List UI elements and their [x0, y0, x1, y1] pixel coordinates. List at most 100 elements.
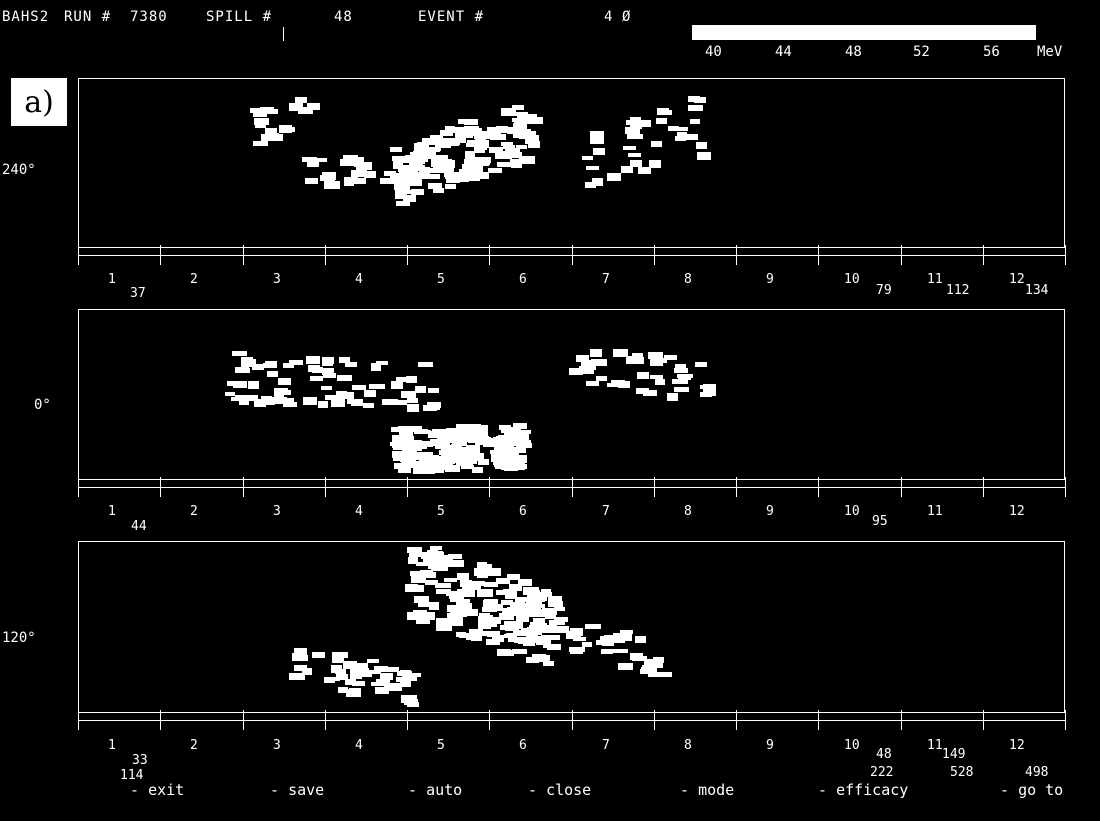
detector-panel-240 — [78, 78, 1065, 248]
hit-block — [455, 127, 471, 133]
hit-block — [456, 599, 470, 605]
hit-block — [525, 138, 539, 144]
hit-block — [398, 426, 412, 430]
hit-block — [390, 173, 403, 180]
hit-block — [528, 141, 540, 148]
menu-close[interactable]: - close — [528, 781, 592, 799]
hit-block — [292, 653, 303, 659]
menu-exit[interactable]: - exit — [130, 781, 185, 799]
hit-block — [364, 390, 376, 397]
hit-block — [507, 152, 522, 158]
hit-block — [303, 397, 317, 405]
hit-block — [425, 580, 438, 585]
hit-block — [456, 424, 469, 429]
hit-block — [410, 445, 422, 451]
hit-block — [302, 157, 317, 162]
menu-mode[interactable]: - mode — [680, 781, 735, 799]
hit-block — [283, 363, 294, 368]
hit-block — [516, 614, 529, 622]
hit-block — [408, 557, 418, 564]
hit-block — [455, 135, 466, 143]
hit-block — [403, 165, 413, 170]
hit-block — [383, 673, 393, 678]
hit-block — [398, 166, 408, 172]
hit-block — [533, 654, 544, 659]
module-number: 8 — [684, 738, 692, 753]
module-number: 8 — [684, 272, 692, 287]
hit-block — [261, 396, 272, 401]
hit-block — [492, 635, 504, 642]
hit-block — [496, 151, 512, 159]
hit-block — [352, 681, 365, 686]
module-number: 10 — [844, 504, 860, 519]
hit-block — [417, 142, 429, 147]
hit-block — [469, 629, 483, 636]
hit-block — [507, 129, 518, 134]
hit-block — [496, 590, 512, 595]
hit-block — [459, 429, 473, 434]
module-tick — [572, 245, 573, 265]
hit-block — [694, 97, 706, 103]
module-tick — [78, 245, 79, 265]
menu-save[interactable]: - save — [270, 781, 325, 799]
hit-block — [460, 582, 475, 587]
hit-block — [390, 147, 402, 152]
module-number: 3 — [273, 272, 281, 287]
hit-block — [585, 182, 596, 188]
hit-block — [437, 435, 450, 441]
hit-block — [284, 398, 294, 403]
hit-block — [499, 650, 514, 656]
hit-block — [235, 395, 251, 400]
hit-block — [493, 437, 508, 445]
hit-block — [401, 391, 416, 398]
module-tick — [901, 477, 902, 497]
module-tick — [325, 710, 326, 730]
hit-block — [593, 148, 605, 155]
hit-block — [345, 362, 357, 367]
module-number: 11 — [927, 738, 943, 753]
module-tick — [489, 245, 490, 265]
hit-block — [535, 636, 550, 643]
scale-tick-label: 44 — [775, 44, 792, 60]
hit-block — [491, 454, 501, 460]
module-number: 4 — [355, 504, 363, 519]
hit-block — [411, 440, 422, 446]
scale-tick-label: 52 — [913, 44, 930, 60]
hit-block — [530, 622, 540, 630]
hit-block — [350, 673, 362, 679]
hit-block — [397, 671, 412, 676]
hit-block — [439, 622, 451, 630]
hit-block — [283, 402, 297, 407]
module-number: 3 — [273, 504, 281, 519]
hit-block — [485, 568, 501, 576]
hit-block — [445, 139, 460, 145]
hit-block — [548, 596, 562, 601]
hit-block — [445, 465, 460, 472]
hit-block — [481, 631, 496, 636]
hit-block — [490, 134, 506, 140]
module-number: 7 — [602, 504, 610, 519]
menu-efficacy[interactable]: - efficacy — [818, 781, 909, 799]
hit-block — [534, 623, 547, 628]
hit-block — [668, 126, 679, 131]
module-number: 6 — [519, 272, 527, 287]
detector-panel-0 — [78, 309, 1065, 480]
module-count: 222 — [870, 765, 894, 780]
hit-block — [436, 440, 449, 446]
menu-go-to[interactable]: - go to — [1000, 781, 1064, 799]
hit-block — [430, 546, 442, 550]
hit-block — [252, 364, 264, 370]
module-number: 5 — [437, 504, 445, 519]
hit-block — [302, 668, 312, 675]
hit-block — [371, 363, 381, 371]
hit-block — [452, 560, 464, 567]
hit-block — [450, 452, 462, 457]
hit-block — [446, 175, 460, 183]
menu-auto[interactable]: - auto — [408, 781, 463, 799]
hit-block — [457, 177, 469, 182]
hit-block — [653, 657, 664, 663]
hit-block — [515, 597, 525, 603]
module-count: 114 — [120, 768, 144, 783]
module-count: 149 — [942, 747, 966, 762]
hit-block — [410, 571, 420, 576]
